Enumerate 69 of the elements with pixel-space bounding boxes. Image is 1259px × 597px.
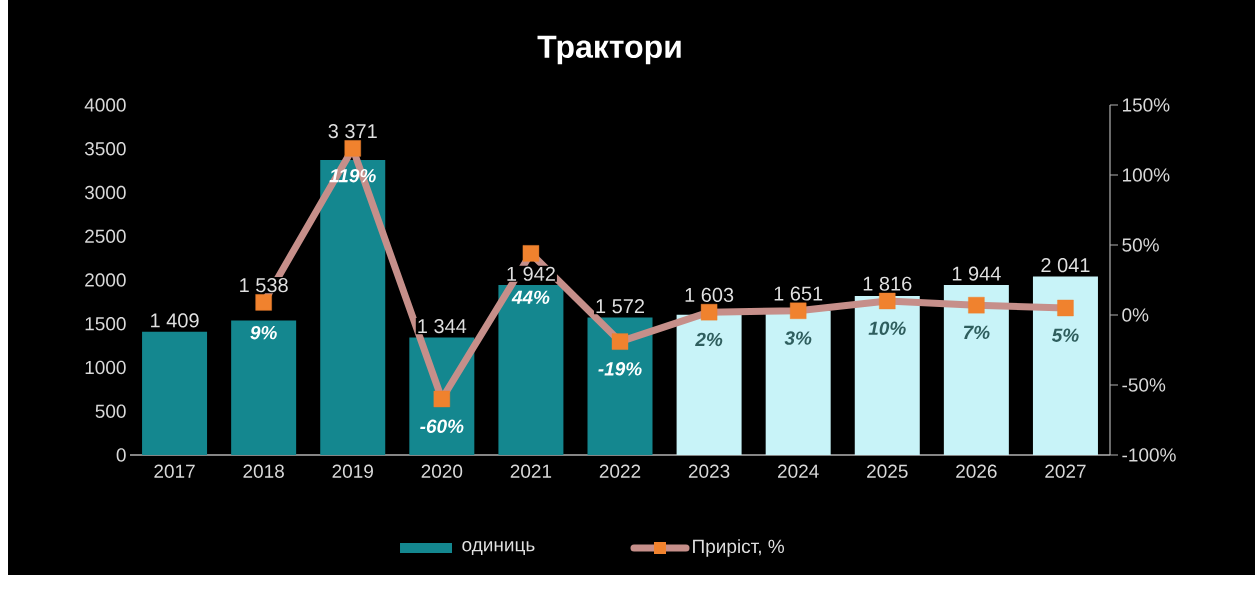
y-tick-label: 0 [116,448,126,462]
point [1057,299,1074,317]
point [255,294,272,311]
data-label: 9% [250,325,277,340]
bar [943,284,1009,455]
y2-tick-label: 100% [1122,168,1170,182]
bar [231,320,297,455]
x-tick-label: 2024 [778,464,819,478]
y-tick-label: 3000 [84,185,126,200]
y-tick-label: 1500 [85,317,126,331]
legend-label: одиниць [462,540,535,555]
y-tick-label: 4000 [84,98,126,112]
data-label: 44% [511,290,550,304]
y2-tick-label: 50% [1122,238,1159,252]
data-label: 1 409 [151,313,199,328]
point [344,140,361,157]
x-tick-label: 2025 [867,464,908,478]
bar [676,314,742,455]
point [968,296,985,314]
point [789,302,807,319]
bar [765,310,831,455]
y2-tick-label: 0% [1122,308,1149,322]
x-tick-label: 2021 [510,464,552,478]
data-label: 1 344 [418,319,467,334]
y-tick-label: 2000 [85,273,126,287]
data-label: 2 041 [1041,258,1090,273]
x-tick-label: 2017 [154,464,195,478]
y2-tick-label: -50% [1122,378,1166,392]
y2-tick-label: -100% [1122,448,1176,462]
data-label: -60% [420,419,464,433]
y-tick-label: 1000 [85,360,126,375]
bar [854,296,920,455]
data-label: 1 651 [774,286,823,301]
y-tick-label: 2500 [85,229,126,243]
data-label: 2% [695,332,723,347]
point [433,390,451,408]
legend-label: Приріст, % [693,539,785,557]
bar [1032,276,1098,455]
point [522,245,540,262]
y-tick-label: 500 [95,404,126,418]
data-label: 3 371 [328,124,377,139]
data-label: 3% [784,331,812,345]
x-tick-label: 2019 [332,464,373,478]
data-label: 1 816 [863,276,912,291]
point [879,292,896,310]
point [611,333,629,350]
bar [498,285,564,455]
bar [320,160,386,455]
x-tick-label: 2026 [956,464,997,478]
chart-title: Трактори [537,35,681,65]
y-tick-label: 3500 [84,142,126,156]
x-tick-label: 2023 [688,464,730,478]
bar [587,317,653,455]
data-label: 1 942 [507,266,555,281]
bar [142,331,208,455]
data-label: 7% [963,325,990,340]
x-tick-label: 2027 [1045,464,1086,478]
data-label: 1 603 [685,287,734,303]
x-tick-label: 2020 [421,464,463,478]
data-label: 5% [1051,328,1079,342]
x-tick-label: 2022 [599,464,641,478]
y2-tick-label: 150% [1122,98,1170,112]
data-label: 1 572 [596,299,644,314]
x-tick-label: 2018 [243,464,284,478]
point [700,303,718,321]
data-label: 1 538 [240,278,288,293]
data-label: 10% [868,321,906,335]
data-label: -19% [598,362,642,376]
data-label: 1 944 [952,266,1001,281]
